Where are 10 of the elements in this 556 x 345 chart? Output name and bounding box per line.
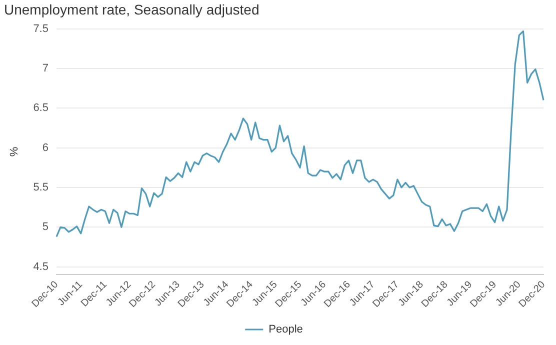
- y-tick-label: 7: [42, 62, 48, 74]
- y-tick-label: 6.5: [33, 102, 48, 114]
- y-tick-label: 7.5: [33, 22, 48, 35]
- y-tick-label: 5: [42, 221, 48, 234]
- legend-label: People: [268, 324, 303, 336]
- y-tick-label: 4.5: [33, 260, 48, 273]
- y-tick-label: 6: [42, 142, 48, 154]
- y-tick-label: 5.5: [33, 181, 48, 194]
- y-axis-title: %: [8, 146, 21, 157]
- chart-title: Unemployment rate, Seasonally adjusted: [4, 1, 260, 18]
